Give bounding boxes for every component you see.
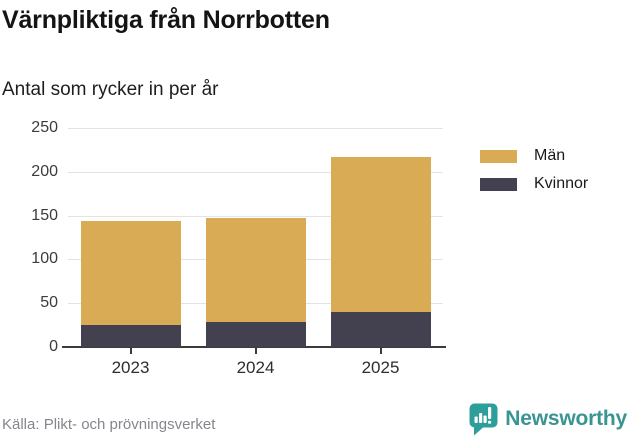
x-axis-label-2023: 2023 bbox=[111, 358, 150, 377]
newsworthy-wordmark: Newsworthy bbox=[505, 407, 627, 430]
legend-label-män: Män bbox=[534, 147, 566, 164]
x-axis-label-2025: 2025 bbox=[361, 358, 400, 377]
bar-segment-kvinnor-2025 bbox=[330, 311, 431, 347]
gridline-150 bbox=[68, 215, 443, 217]
plot-area: 2023 2024 2025 bbox=[62, 128, 446, 377]
x-axis-tick-2025 bbox=[379, 348, 382, 354]
x-axis-line bbox=[62, 346, 446, 348]
chart-subtitle: Antal som rycker in per år bbox=[2, 79, 219, 100]
x-axis-label-2024: 2024 bbox=[236, 358, 275, 377]
chart-title: Värnpliktiga från Norrbotten bbox=[2, 6, 330, 34]
x-axis-tick-2024 bbox=[254, 348, 257, 354]
legend-item-kvinnor: Kvinnor bbox=[480, 174, 588, 194]
newsworthy-logo: Newsworthy bbox=[468, 402, 627, 436]
y-axis-label-150: 150 bbox=[31, 206, 58, 224]
legend-swatch-män bbox=[480, 149, 517, 163]
y-axis-label-250: 250 bbox=[31, 119, 58, 136]
bar-segment-kvinnor-2024 bbox=[205, 322, 306, 347]
gridline-200 bbox=[68, 171, 443, 173]
bar-segment-män-2024 bbox=[205, 218, 306, 323]
y-axis-label-50: 50 bbox=[40, 294, 58, 312]
legend-item-män: Män bbox=[480, 146, 588, 166]
legend-swatch-kvinnor bbox=[480, 177, 517, 191]
x-axis-tick-2023 bbox=[129, 348, 132, 354]
y-axis-label-200: 200 bbox=[31, 162, 58, 180]
bar-segment-män-2023 bbox=[80, 220, 181, 326]
legend-label-kvinnor: Kvinnor bbox=[534, 175, 589, 192]
gridline-250 bbox=[68, 128, 443, 129]
newsworthy-icon bbox=[469, 403, 498, 436]
y-axis-label-100: 100 bbox=[31, 250, 58, 268]
legend: Män Kvinnor bbox=[480, 146, 588, 202]
y-axis: 0 50 100 150 200 250 bbox=[0, 119, 58, 355]
y-axis-label-0: 0 bbox=[49, 338, 58, 355]
bar-segment-kvinnor-2023 bbox=[80, 325, 181, 347]
bar-segment-män-2025 bbox=[330, 156, 431, 312]
source-caption: Källa: Plikt- och prövningsverket bbox=[2, 416, 216, 433]
